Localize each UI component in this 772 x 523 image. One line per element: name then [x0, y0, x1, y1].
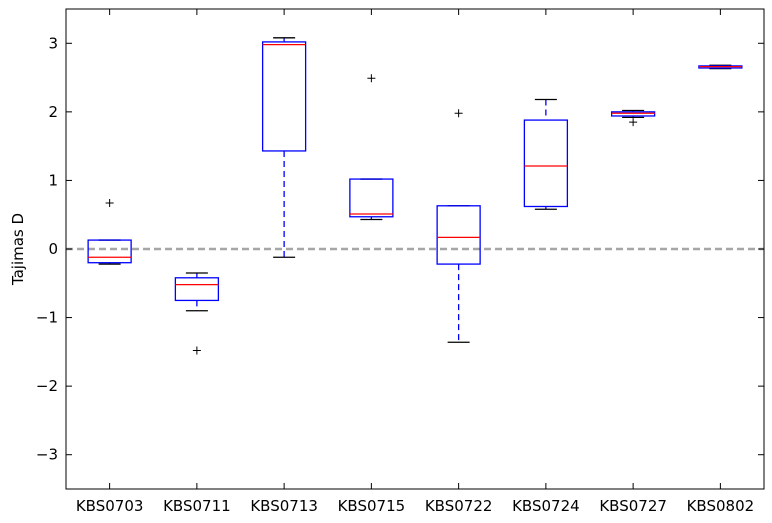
x-tick-label: KBS0727 — [599, 497, 667, 515]
box-kbs0727 — [610, 109, 656, 127]
box-kbs0713 — [261, 37, 307, 258]
box-iqr — [87, 239, 132, 264]
y-tick-label: 2 — [48, 103, 58, 121]
y-tick-label: −2 — [36, 377, 58, 395]
x-tick-label: KBS0802 — [687, 497, 755, 515]
y-tick-label: 1 — [48, 171, 58, 189]
x-tick-label: KBS0713 — [250, 497, 318, 515]
box-iqr — [610, 111, 656, 117]
ticks-layer: −3 −2 −1 0 1 2 3 KBS0703 KBS0711 KBS0713 KBS0715 KB… — [36, 9, 764, 515]
outlier-point — [105, 199, 114, 208]
y-axis-title: Tajimas D — [9, 213, 27, 286]
box-kbs0722 — [436, 109, 481, 343]
x-tick-label: KBS0711 — [163, 497, 231, 515]
box-iqr — [261, 41, 307, 152]
box-iqr — [436, 205, 481, 265]
box-kbs0724 — [523, 98, 569, 210]
box-kbs0802 — [698, 64, 743, 70]
outlier-point — [367, 74, 376, 83]
boxes-layer — [87, 37, 743, 355]
outlier-point — [454, 109, 463, 118]
box-iqr — [523, 119, 569, 208]
x-tick-label: KBS0703 — [76, 497, 144, 515]
box-kbs0711 — [174, 272, 220, 355]
x-tick-label: KBS0715 — [338, 497, 406, 515]
outlier-point — [192, 346, 201, 355]
box-iqr — [349, 178, 394, 218]
y-tick-label: −3 — [36, 446, 58, 464]
x-tick-label: KBS0724 — [512, 497, 580, 515]
box-kbs0715 — [349, 74, 394, 221]
y-tick-label: 0 — [48, 240, 58, 258]
y-tick-label: −1 — [36, 309, 58, 327]
box-kbs0703 — [87, 199, 132, 265]
y-tick-label: 3 — [48, 34, 58, 52]
outlier-point — [629, 118, 638, 127]
x-tick-label: KBS0722 — [425, 497, 493, 515]
box-iqr — [174, 277, 220, 302]
